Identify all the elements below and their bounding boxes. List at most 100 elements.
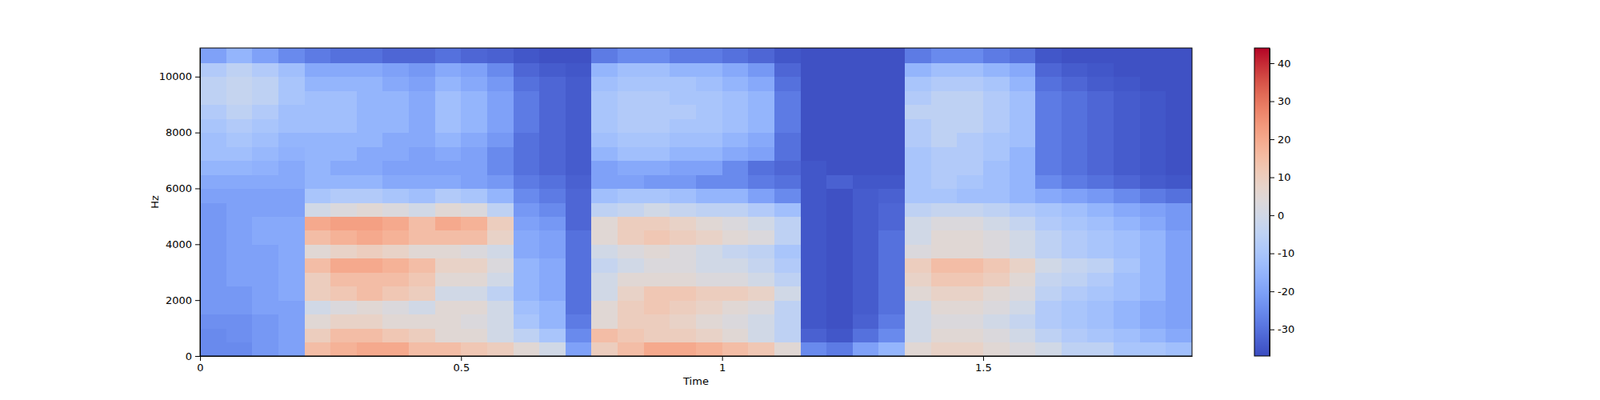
spectrogram-cell bbox=[200, 90, 227, 105]
spectrogram-cell bbox=[539, 314, 566, 329]
spectrogram-cell bbox=[591, 48, 618, 64]
spectrogram-cell bbox=[460, 244, 488, 259]
spectrogram-cell bbox=[539, 230, 566, 245]
spectrogram-cell bbox=[1061, 132, 1088, 148]
spectrogram-cell bbox=[669, 62, 696, 77]
spectrogram-cell bbox=[565, 328, 592, 343]
spectrogram-cell bbox=[1061, 90, 1088, 105]
spectrogram-cell bbox=[826, 188, 853, 203]
spectrogram-cell bbox=[565, 230, 592, 245]
spectrogram-cell bbox=[382, 132, 409, 148]
spectrogram-cell bbox=[539, 90, 566, 105]
spectrogram-cell bbox=[356, 160, 384, 176]
spectrogram-cell bbox=[956, 244, 984, 259]
spectrogram-cell bbox=[800, 300, 828, 315]
spectrogram-cell bbox=[644, 216, 671, 231]
spectrogram-cell bbox=[852, 188, 880, 203]
x-axis-tick-mark bbox=[200, 356, 201, 361]
spectrogram-cell bbox=[408, 48, 436, 64]
spectrogram-cell bbox=[617, 146, 644, 161]
spectrogram-cell bbox=[774, 314, 801, 329]
spectrogram-cell bbox=[1087, 90, 1114, 105]
spectrogram-cell bbox=[278, 76, 305, 92]
spectrogram-cell bbox=[304, 174, 332, 189]
spectrogram-cell bbox=[304, 62, 332, 77]
spectrogram-cell bbox=[617, 328, 644, 343]
spectrogram-cell bbox=[539, 328, 566, 343]
spectrogram-cell bbox=[852, 132, 880, 148]
spectrogram-cell bbox=[200, 244, 227, 259]
spectrogram-cell bbox=[200, 286, 227, 301]
spectrogram-cell bbox=[591, 328, 618, 343]
spectrogram-cell bbox=[983, 118, 1010, 133]
spectrogram-cell bbox=[774, 272, 801, 287]
spectrogram-cell bbox=[252, 286, 279, 301]
spectrogram-cell bbox=[931, 146, 958, 161]
spectrogram-cell bbox=[617, 314, 644, 329]
spectrogram-cell bbox=[617, 76, 644, 92]
spectrogram-cell bbox=[669, 146, 696, 161]
spectrogram-cell bbox=[200, 76, 227, 92]
spectrogram-cell bbox=[356, 216, 384, 231]
spectrogram-cell bbox=[226, 174, 253, 189]
spectrogram-cell bbox=[565, 188, 592, 203]
spectrogram-cell bbox=[356, 230, 384, 245]
spectrogram-cell bbox=[278, 188, 305, 203]
spectrogram-cell bbox=[1035, 146, 1062, 161]
spectrogram-cell bbox=[513, 258, 540, 273]
spectrogram-cell bbox=[1113, 286, 1140, 301]
spectrogram-cell bbox=[617, 300, 644, 315]
spectrogram-cell bbox=[435, 62, 462, 77]
spectrogram-cell bbox=[330, 174, 357, 189]
spectrogram-cell bbox=[460, 202, 488, 217]
x-axis-tick-label: 0.5 bbox=[452, 361, 470, 374]
spectrogram-cell bbox=[591, 300, 618, 315]
spectrogram-cell bbox=[226, 258, 253, 273]
spectrogram-cell bbox=[356, 244, 384, 259]
spectrogram-cell bbox=[226, 160, 253, 176]
spectrogram-cell bbox=[878, 188, 905, 203]
spectrogram-cell bbox=[226, 216, 253, 231]
spectrogram-cell bbox=[644, 104, 671, 120]
colorbar-tick: -30 bbox=[1269, 323, 1295, 336]
spectrogram-cell bbox=[1087, 76, 1114, 92]
spectrogram-cell bbox=[1035, 188, 1062, 203]
spectrogram-cell bbox=[1061, 62, 1088, 77]
spectrogram-cell bbox=[487, 300, 514, 315]
spectrogram-cell bbox=[904, 258, 932, 273]
spectrogram-cell bbox=[696, 48, 723, 64]
spectrogram-cell bbox=[904, 62, 932, 77]
spectrogram-cell bbox=[956, 118, 984, 133]
spectrogram-cell bbox=[1140, 146, 1167, 161]
spectrogram-cell bbox=[460, 160, 488, 176]
spectrogram-cell bbox=[826, 132, 853, 148]
spectrogram-cell bbox=[513, 300, 540, 315]
spectrogram-cell bbox=[617, 258, 644, 273]
spectrogram-cell bbox=[931, 328, 958, 343]
spectrogram-cell bbox=[644, 328, 671, 343]
spectrogram-cell bbox=[852, 342, 880, 356]
spectrogram-cell bbox=[356, 272, 384, 287]
spectrogram-cell bbox=[1087, 230, 1114, 245]
spectrogram-cell bbox=[826, 160, 853, 176]
spectrogram-cell bbox=[800, 328, 828, 343]
spectrogram-cell bbox=[696, 76, 723, 92]
spectrogram-cell bbox=[591, 314, 618, 329]
spectrogram-cell bbox=[983, 90, 1010, 105]
spectrogram-cell bbox=[617, 342, 644, 356]
spectrogram-cell bbox=[852, 160, 880, 176]
spectrogram-cell bbox=[774, 48, 801, 64]
spectrogram-cell bbox=[356, 118, 384, 133]
spectrogram-cell bbox=[1113, 202, 1140, 217]
spectrogram-cell bbox=[826, 314, 853, 329]
spectrogram-cell bbox=[408, 230, 436, 245]
spectrogram-cell bbox=[252, 258, 279, 273]
spectrogram-cell bbox=[487, 272, 514, 287]
spectrogram-cell bbox=[1165, 104, 1192, 120]
spectrogram-cell bbox=[304, 300, 332, 315]
spectrogram-cell bbox=[878, 174, 905, 189]
spectrogram-cell bbox=[382, 188, 409, 203]
spectrogram-cell bbox=[330, 230, 357, 245]
spectrogram-cell bbox=[382, 90, 409, 105]
spectrogram-cell bbox=[460, 342, 488, 356]
